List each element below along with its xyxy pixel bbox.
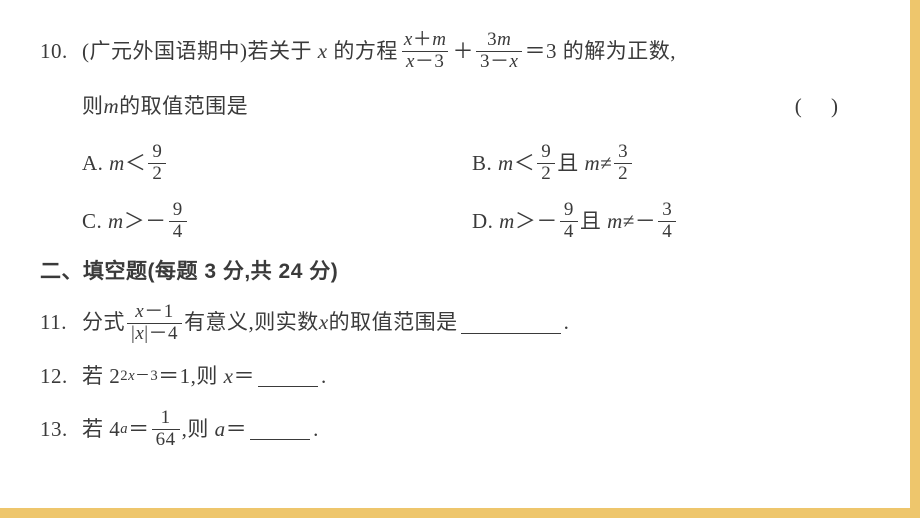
q13-eq2: ＝: [226, 414, 248, 446]
optD-label: D.: [472, 206, 493, 238]
q10-paren: ( ): [795, 91, 850, 123]
q11-pre: 分式: [82, 307, 125, 339]
q10-source: (广元外国语期中): [82, 36, 248, 68]
optA-frac: 92: [148, 142, 166, 185]
optD-m: m: [499, 206, 515, 238]
q10-optC: C. m ＞－ 94: [82, 198, 472, 244]
optD-ne: ≠－: [623, 206, 657, 238]
optC-label: C.: [82, 206, 102, 238]
q13-a: a: [209, 414, 226, 446]
q10-frac1: x＋m x－3: [400, 30, 451, 73]
slide-border-right: [910, 0, 920, 518]
q10-pre: 若关于: [248, 36, 313, 68]
optB-f2: 32: [614, 142, 632, 185]
q10-optD: D. m ＞－ 94 且 m ≠－ 34: [472, 198, 862, 244]
q10-l2a: 则: [82, 91, 104, 123]
q11-number: 11.: [40, 307, 82, 339]
q13-pre: 若 4: [82, 414, 120, 446]
q12-period: .: [321, 361, 327, 393]
q13: 13. 若 4a ＝ 164 ,则 a ＝ .: [40, 408, 870, 451]
optA-lt: ＜: [125, 148, 147, 180]
optD-f1: 94: [560, 200, 578, 243]
optC-m: m: [108, 206, 124, 238]
q10-eq: ＝3 的解为正数,: [524, 36, 676, 68]
q10-x: x: [312, 36, 333, 68]
section2-heading: 二、填空题(每题 3 分,共 24 分): [40, 256, 870, 288]
q11-mid: 有意义,则实数: [184, 307, 319, 339]
q12-blank: [258, 365, 318, 387]
optB-label: B.: [472, 148, 492, 180]
q12-exp: 2x－3: [120, 365, 158, 387]
q10-number: 10.: [40, 36, 82, 68]
q10-plus: ＋: [453, 36, 475, 68]
optD-gt: ＞－: [515, 206, 558, 238]
q10-line1: 10. (广元外国语期中) 若关于 x 的方程 x＋m x－3 ＋ 3m 3－x…: [40, 30, 870, 73]
q10-options-row1: A. m ＜ 92 B. m ＜ 92 且 m ≠ 32: [82, 140, 870, 186]
q13-exp: a: [120, 418, 128, 440]
optA-label: A.: [82, 148, 103, 180]
q11-post: 的取值范围是: [329, 307, 458, 339]
q12-eq: ＝: [234, 361, 256, 393]
q10-mid: 的方程: [333, 36, 398, 68]
q10-optB: B. m ＜ 92 且 m ≠ 32: [472, 140, 862, 186]
q13-blank: [250, 418, 310, 440]
q10-line2: 则 m 的取值范围是 ( ): [82, 91, 870, 123]
q13-number: 13.: [40, 414, 82, 446]
q10-l2b: 的取值范围是: [119, 91, 248, 123]
q13-frac: 164: [152, 408, 180, 451]
q12-x: x: [218, 361, 234, 393]
q11-period: .: [564, 307, 570, 339]
q10-frac2: 3m 3－x: [476, 30, 522, 73]
worksheet-page: 10. (广元外国语期中) 若关于 x 的方程 x＋m x－3 ＋ 3m 3－x…: [0, 0, 910, 508]
q12: 12. 若 22x－3 ＝1,则 x ＝ .: [40, 361, 870, 393]
q10-l2m: m: [104, 91, 120, 123]
q11-blank: [461, 312, 561, 334]
q10-options-row2: C. m ＞－ 94 D. m ＞－ 94 且 m ≠－ 34: [82, 198, 870, 244]
optD-f2: 34: [658, 200, 676, 243]
q10-optA: A. m ＜ 92: [82, 140, 472, 186]
optB-and: 且: [557, 148, 579, 180]
q13-eq: ＝: [128, 414, 150, 446]
q12-mid: ＝1,则: [158, 361, 218, 393]
optB-ne: ≠: [600, 148, 612, 180]
q12-pre: 若 2: [82, 361, 120, 393]
q13-period: .: [313, 414, 319, 446]
optC-gt: ＞－: [124, 206, 167, 238]
optD-m2: m: [601, 206, 622, 238]
q11-x: x: [319, 307, 329, 339]
q13-mid: ,则: [182, 414, 209, 446]
optB-m: m: [498, 148, 514, 180]
q12-number: 12.: [40, 361, 82, 393]
q11: 11. 分式 x－1 |x|－4 有意义,则实数 x 的取值范围是 .: [40, 302, 870, 345]
optB-lt: ＜: [514, 148, 536, 180]
q11-frac: x－1 |x|－4: [127, 302, 182, 345]
slide-border-bottom: [0, 508, 920, 518]
optB-m2: m: [579, 148, 600, 180]
optC-frac: 94: [169, 200, 187, 243]
optD-and: 且: [580, 206, 602, 238]
optA-m: m: [109, 148, 125, 180]
optB-f1: 92: [537, 142, 555, 185]
